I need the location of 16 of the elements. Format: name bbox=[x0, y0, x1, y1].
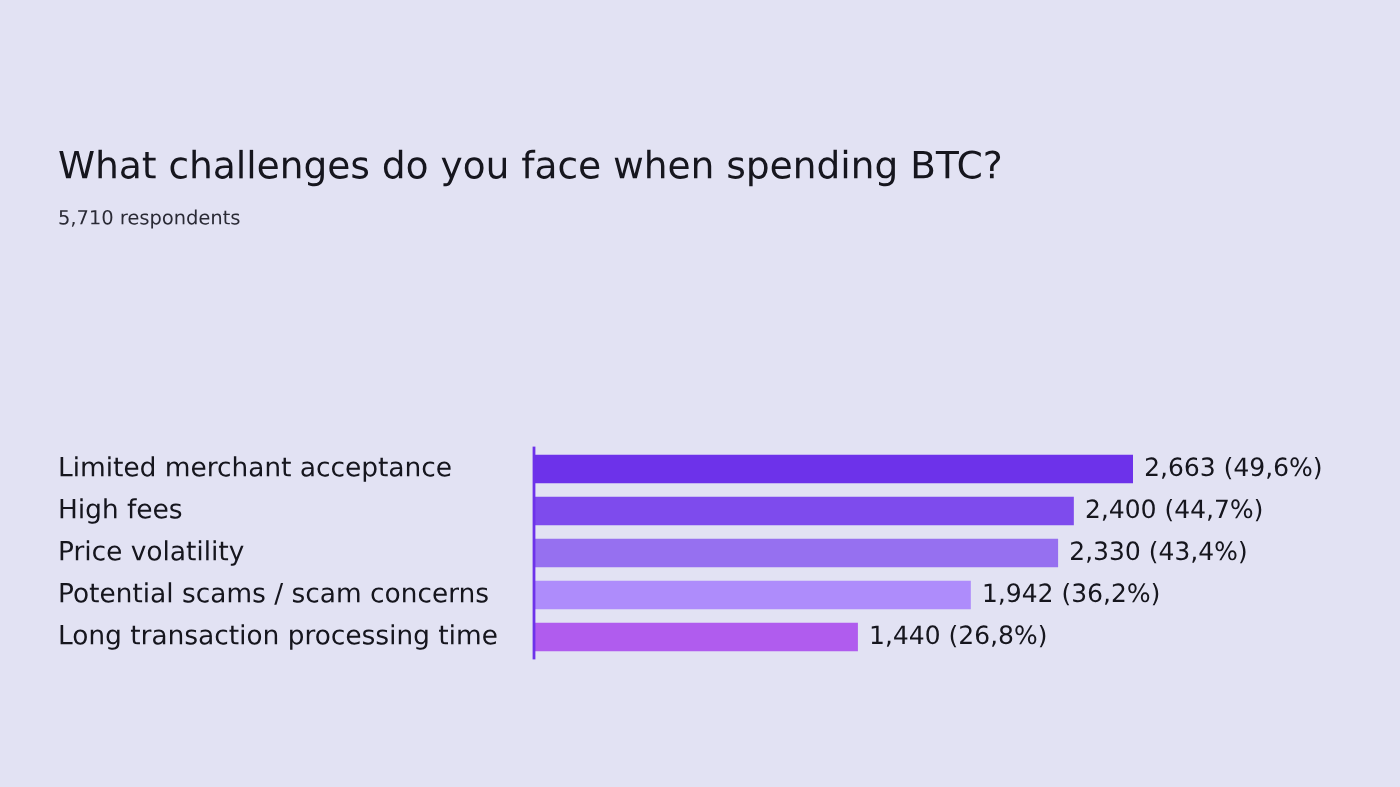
data-label: 2,330 (43,4%) bbox=[1071, 540, 1246, 564]
data-label: 1,942 (36,2%) bbox=[984, 582, 1159, 606]
bar bbox=[534, 622, 858, 652]
y-tick-label: Limited merchant acceptance bbox=[60, 456, 451, 482]
data-label: 1,440 (26,8%) bbox=[871, 624, 1046, 648]
y-tick-label: High fees bbox=[60, 498, 182, 524]
data-label: 2,663 (49,6%) bbox=[1145, 456, 1321, 480]
text: 5,710 respondents bbox=[59, 209, 240, 229]
y-tick-label: Potential scams / scam concerns bbox=[60, 582, 488, 605]
bar bbox=[534, 538, 1059, 568]
y-tick-label: Price volatility bbox=[60, 540, 244, 566]
chart-title: What challenges do you face when spending BTC? bbox=[59, 149, 1001, 187]
bar bbox=[534, 496, 1074, 526]
y-tick-label: Long transaction processing time bbox=[60, 624, 497, 650]
bar bbox=[534, 580, 971, 610]
data-label: 2,400 (44,7%) bbox=[1086, 498, 1262, 522]
